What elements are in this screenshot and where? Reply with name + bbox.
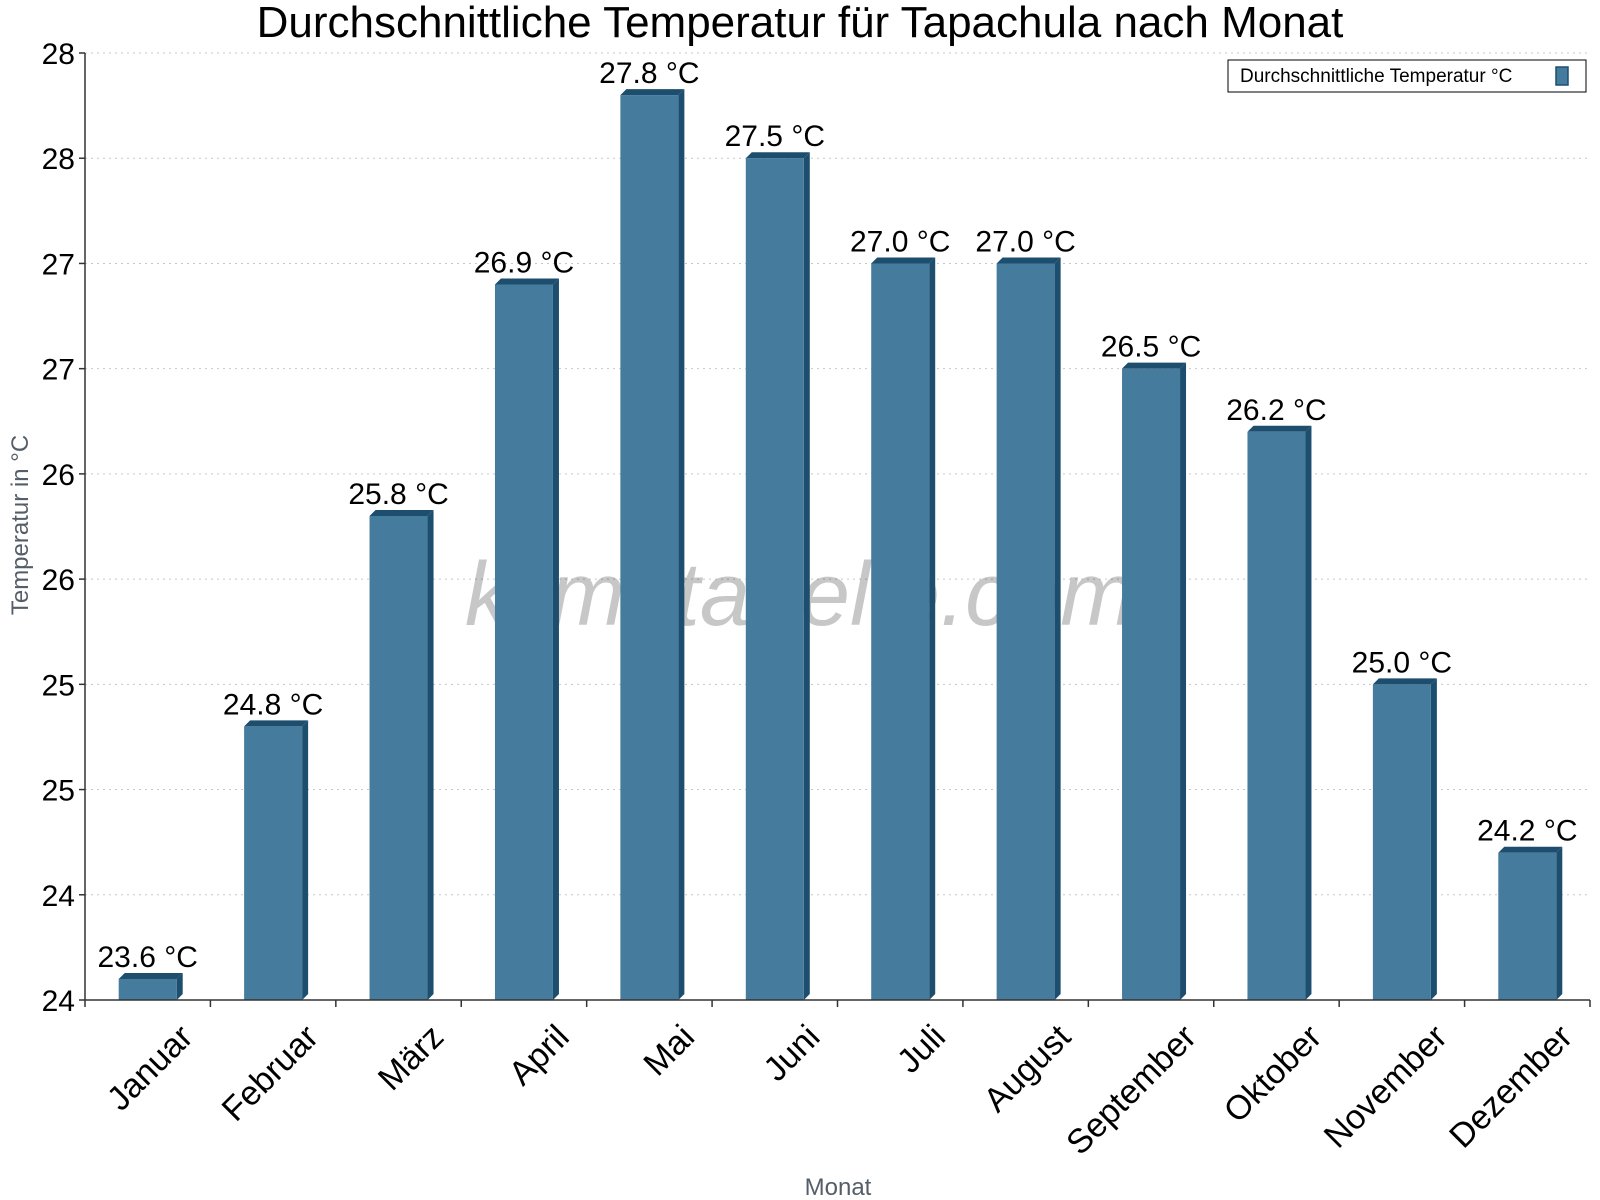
x-tick-label: Februar <box>215 1018 326 1129</box>
legend-box <box>1227 59 1587 93</box>
bar <box>1247 425 1312 1000</box>
legend-swatch <box>1555 66 1569 86</box>
bar <box>369 509 434 1000</box>
bars-group <box>118 89 1563 1001</box>
data-label: 26.2 °C <box>1226 394 1326 427</box>
y-tick-label: 25 <box>42 775 75 808</box>
data-label: 26.9 °C <box>474 246 574 279</box>
bar-side <box>552 278 559 1000</box>
data-label: 25.8 °C <box>348 478 448 511</box>
bar-top <box>996 257 1061 264</box>
data-label: 27.0 °C <box>850 225 950 258</box>
bar-top <box>1498 846 1563 853</box>
x-tick-label: Juni <box>756 1018 827 1089</box>
y-axis-label: Temperatur in °C <box>7 435 34 615</box>
x-tick-label: November <box>1317 1018 1455 1156</box>
bar-face <box>996 263 1055 1000</box>
y-tick-label: 25 <box>42 669 75 702</box>
bar-side <box>929 257 936 1000</box>
bar-side <box>1430 678 1437 1000</box>
x-tick-label: Dezember <box>1442 1018 1580 1156</box>
bar-side <box>1556 846 1563 1000</box>
bar-face <box>118 978 177 1000</box>
bar-side <box>1305 425 1312 1000</box>
axes <box>84 53 1590 1001</box>
bar <box>244 720 309 1000</box>
bar-top <box>244 720 309 727</box>
y-tick-label: 27 <box>42 354 75 387</box>
y-tick-label: 28 <box>42 143 75 176</box>
bar-face <box>494 284 553 1000</box>
bar-face <box>871 263 930 1000</box>
x-axis-ticks: Januar Februar März April Mai Juni Juli AugustS… <box>84 1000 1591 1162</box>
bar-top <box>745 152 810 159</box>
y-tick-label: 28 <box>42 38 75 71</box>
bar-face <box>369 515 428 1000</box>
y-tick-label: 27 <box>42 248 75 281</box>
chart-title: Durchschnittliche Temperatur für Tapachu… <box>257 0 1344 47</box>
bar-side <box>1054 257 1061 1000</box>
bar-face <box>1122 368 1181 1001</box>
data-label: 24.2 °C <box>1477 815 1577 848</box>
bar <box>1372 678 1437 1000</box>
bar-side <box>427 509 434 1000</box>
bar-side <box>1180 362 1187 1001</box>
bar <box>871 257 936 1000</box>
data-label: 27.8 °C <box>599 57 699 90</box>
bar <box>494 278 559 1000</box>
bar-top <box>1122 362 1187 369</box>
bar-top <box>871 257 936 264</box>
bar-side <box>803 152 810 1000</box>
x-axis-label: Monat <box>805 1174 872 1200</box>
bar-side <box>176 972 183 1000</box>
y-tick-label: 26 <box>42 564 75 597</box>
bar <box>745 152 810 1000</box>
data-label: 23.6 °C <box>98 941 198 974</box>
x-tick-label: Januar <box>100 1018 200 1118</box>
data-label: 24.8 °C <box>223 688 323 721</box>
x-tick-label: Juli <box>890 1018 953 1081</box>
bar-side <box>678 89 685 1001</box>
y-tick-label: 24 <box>42 985 75 1018</box>
bar-face <box>244 726 303 1000</box>
x-tick-label: August <box>977 1017 1079 1119</box>
data-label: 27.0 °C <box>975 225 1075 258</box>
legend-label: Durchschnittliche Temperatur °C <box>1240 66 1512 87</box>
bar-face <box>1372 684 1431 1000</box>
bar-top <box>494 278 559 285</box>
data-label: 26.5 °C <box>1101 331 1201 364</box>
x-tick-label: September <box>1059 1018 1203 1162</box>
data-label: 27.5 °C <box>725 120 825 153</box>
x-tick-label: März <box>371 1018 451 1098</box>
bar <box>118 972 183 1000</box>
x-tick-label: Oktober <box>1217 1018 1329 1130</box>
y-tick-label: 24 <box>42 880 75 913</box>
bar-top <box>118 972 183 979</box>
y-tick-label: 26 <box>42 459 75 492</box>
bar <box>1498 846 1563 1000</box>
bar-top <box>620 89 685 96</box>
x-tick-label: Mai <box>636 1018 702 1084</box>
y-axis-ticks: 24 24 25 25 26 26 27 27 28 28 <box>42 38 85 1018</box>
bar <box>1122 362 1187 1001</box>
legend: Durchschnittliche Temperatur °C <box>1227 59 1587 93</box>
data-labels: 23.6 °C 24.8 °C 25.8 °C 26.9 °C 27.8 °C 27.5 … <box>98 57 1578 974</box>
bar-face <box>620 95 679 1001</box>
bar-side <box>302 720 309 1000</box>
bar <box>620 89 685 1001</box>
data-label: 25.0 °C <box>1352 646 1452 679</box>
bar-face <box>745 158 804 1000</box>
bar-top <box>1372 678 1437 685</box>
grid-lines <box>85 52 1590 896</box>
bar-face <box>1498 852 1557 1000</box>
bar-face <box>1247 431 1306 1000</box>
bar-top <box>369 509 434 516</box>
bar-top <box>1247 425 1312 432</box>
bar <box>996 257 1061 1000</box>
x-tick-label: April <box>502 1018 577 1093</box>
